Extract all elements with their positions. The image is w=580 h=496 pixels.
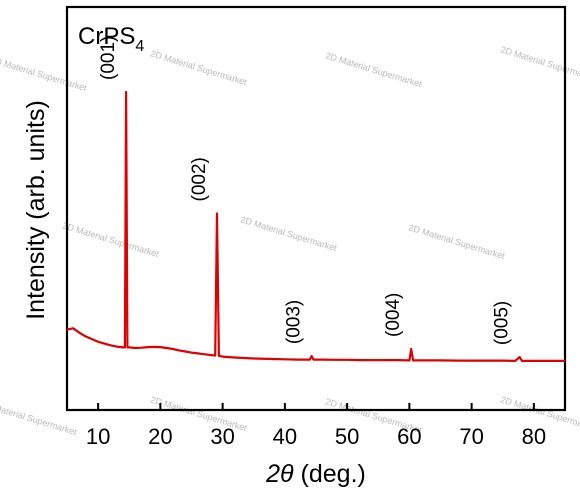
plot-frame [65, 5, 567, 412]
peak-label: (003) [284, 300, 305, 344]
x-tick-label: 50 [335, 424, 359, 449]
x-tick-label: 80 [522, 424, 546, 449]
x-tick-label: 30 [210, 424, 234, 449]
watermark: 2D Material Supermarket [149, 48, 248, 87]
watermark: 2D Material Supermarket [239, 214, 338, 253]
peak-label: (001) [98, 36, 119, 80]
watermark-layer: 2D Material Supermarket 2D Material Supe… [0, 44, 580, 437]
x-axis-ticks: 10 20 30 40 50 60 70 80 [86, 403, 546, 449]
watermark: 2D Material Supermarket [61, 220, 160, 259]
peak-label: (005) [492, 301, 513, 345]
watermark: 2D Material Supermarket [407, 222, 506, 261]
x-tick-label: 10 [86, 424, 110, 449]
x-tick-label: 20 [148, 424, 172, 449]
sample-label: CrPS4 [78, 23, 144, 55]
watermark: 2D Material Supermarket [499, 44, 580, 83]
peak-labels: (001) (002) (003) (004) (005) [98, 36, 512, 345]
series-line [66, 90, 565, 362]
peak-label: (002) [189, 157, 210, 201]
watermark: 2D Material Supermarket [0, 54, 88, 93]
y-axis-title: Intensity (arb. units) [22, 100, 50, 320]
x-tick-label: 60 [397, 424, 421, 449]
watermark: 2D Material Supermarket [324, 50, 423, 89]
peak-label: (004) [383, 293, 404, 337]
sample-label-subscript: 4 [135, 38, 144, 55]
x-tick-label: 70 [459, 424, 483, 449]
x-tick-label: 40 [273, 424, 297, 449]
x-axis-title: 2θ (deg.) [265, 460, 366, 488]
